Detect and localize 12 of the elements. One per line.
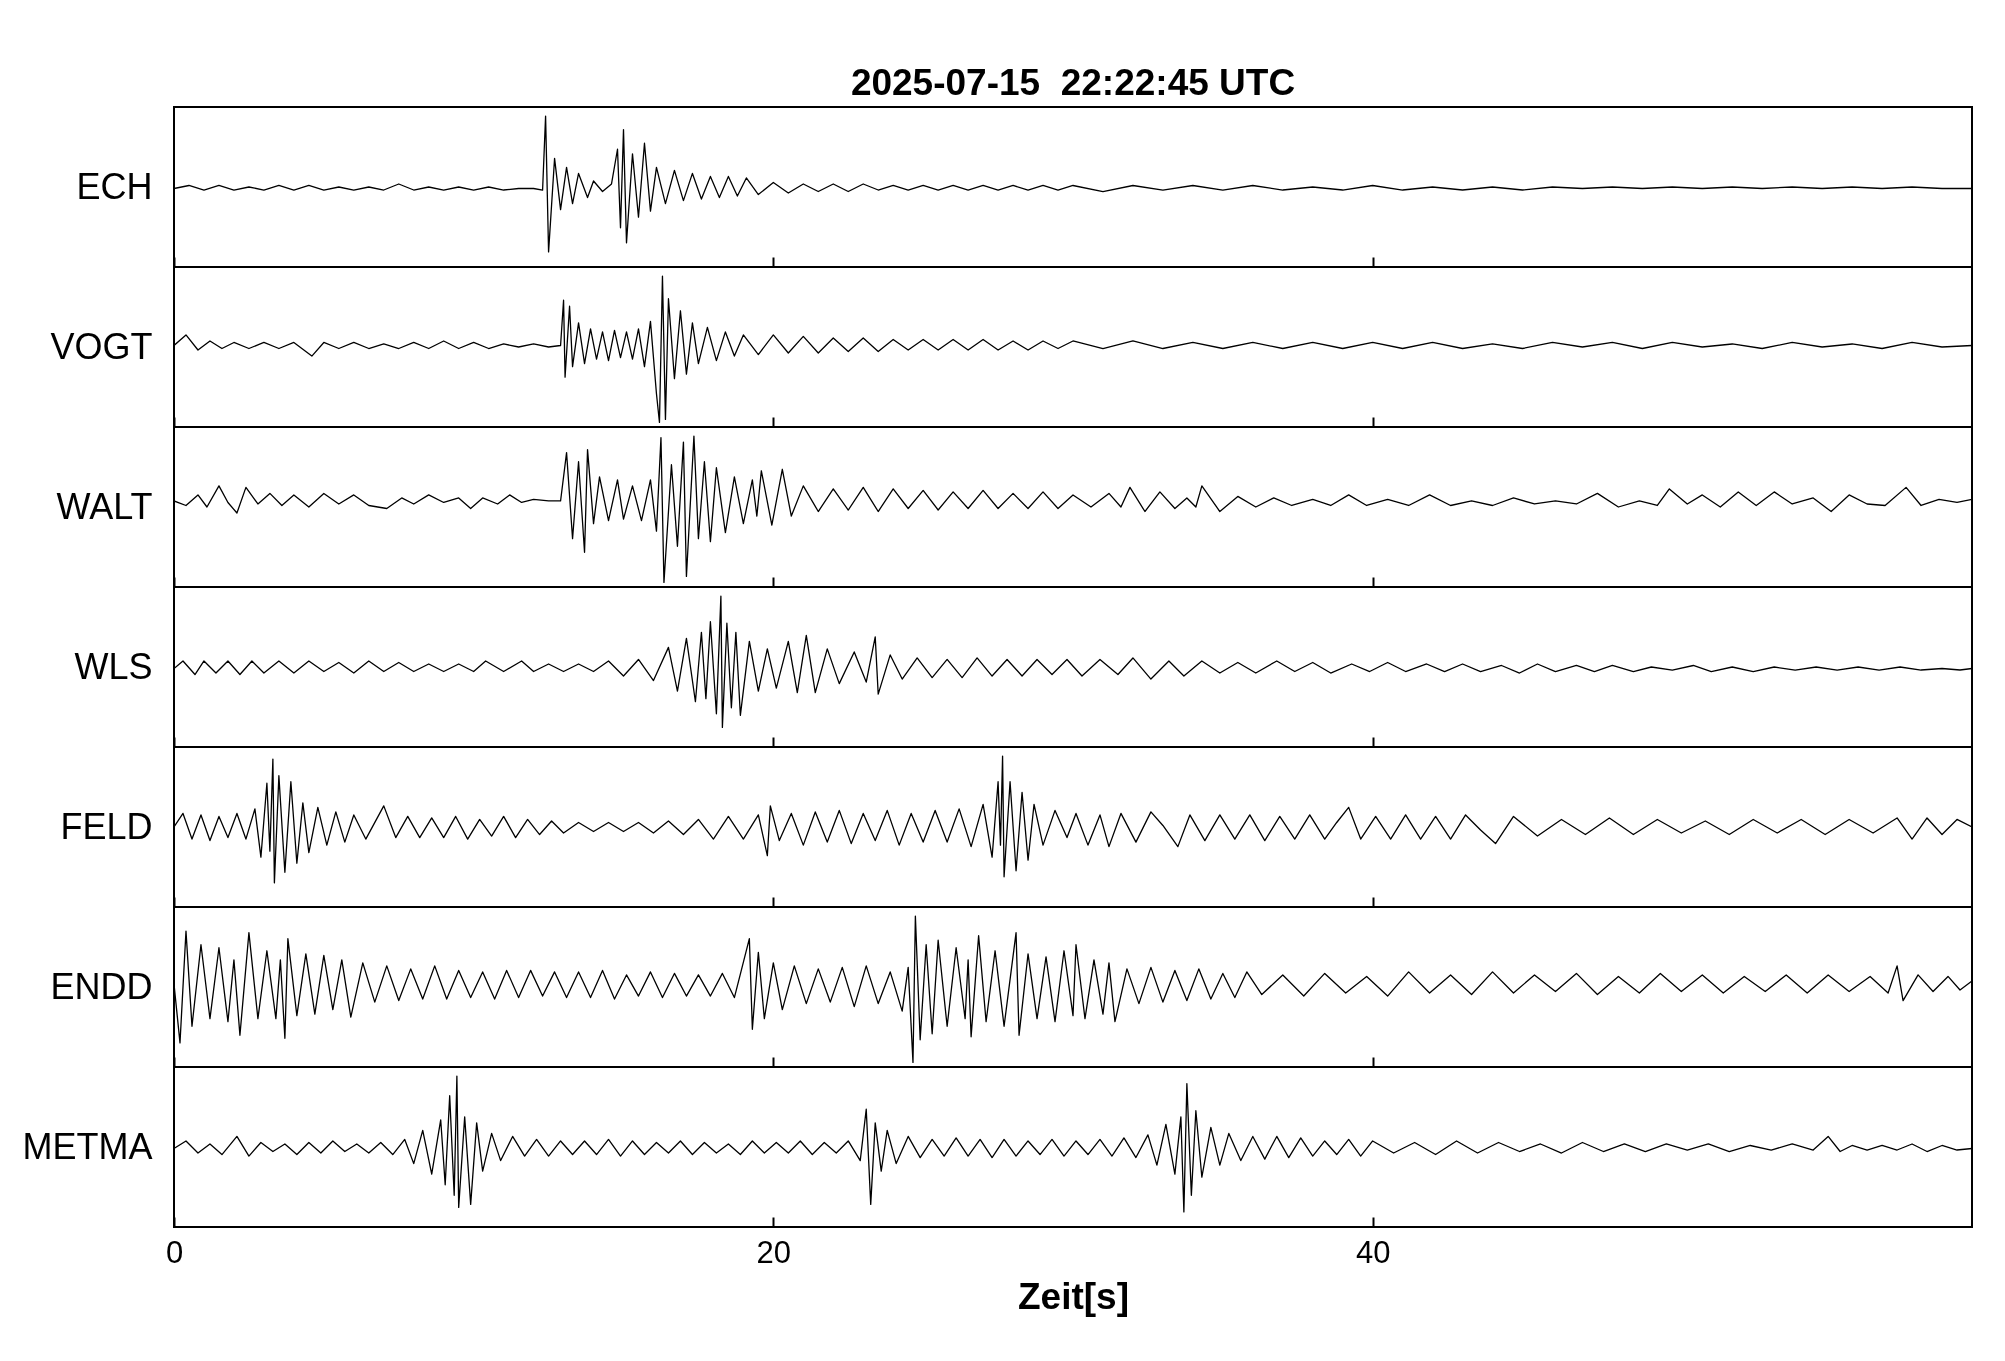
y-axis-title: METMA [22, 1125, 153, 1167]
y-axis-title: FELD [60, 805, 153, 847]
y-axis-title: VOGT [50, 325, 153, 367]
x-axis-title: Zeit[s] [1018, 1275, 1129, 1317]
x-tick-label: 20 [756, 1234, 792, 1270]
x-tick-label: 0 [165, 1234, 184, 1270]
y-axis-title: WALT [56, 485, 153, 527]
y-axis-title: ECH [76, 165, 153, 207]
x-tick-label: 40 [1355, 1234, 1391, 1270]
chart-title: 2025-07-15 22:22:45 UTC [850, 62, 1296, 103]
y-axis-title: ENDD [50, 965, 153, 1007]
y-axis-title: WLS [74, 645, 153, 687]
